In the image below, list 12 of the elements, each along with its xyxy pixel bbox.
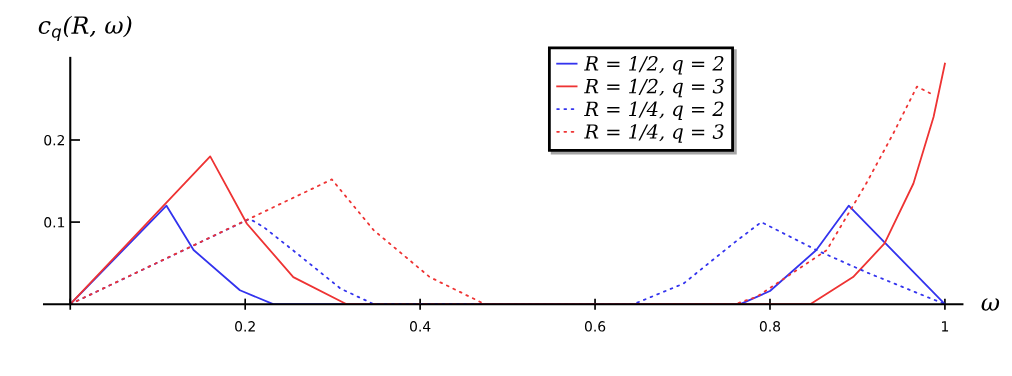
legend-label: R = 1/4, q = 2 [584, 101, 724, 120]
legend-label: R = 1/4, q = 3 [584, 124, 724, 143]
x-tick-label: 1 [942, 321, 949, 332]
x-axis-title: ω [981, 298, 1000, 311]
x-tick-label: 0.4 [410, 321, 431, 332]
y-axis-title: c$_{q}$(R, ω) [38, 15, 132, 41]
x-tick-label: 0.8 [759, 321, 781, 332]
legend-label: R = 1/2, q = 3 [584, 78, 724, 98]
y-tick-label: 0.1 [44, 217, 65, 228]
x-tick-label: 0.6 [584, 321, 606, 332]
legend-label: R = 1/2, q = 2 [584, 56, 724, 75]
x-tick-label: 0.2 [235, 321, 255, 332]
